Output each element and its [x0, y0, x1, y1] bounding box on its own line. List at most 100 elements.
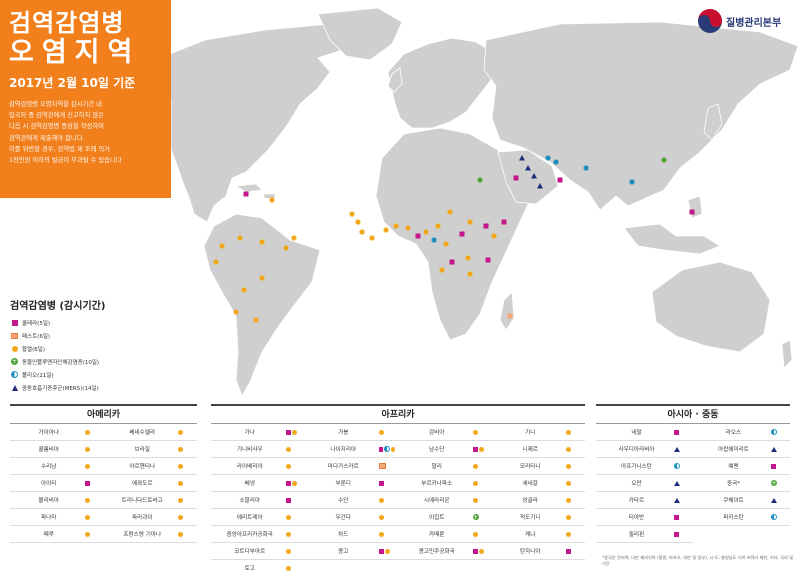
notice-line: 입국자 중 검역관에게 신고하지 않은	[9, 112, 104, 120]
country-cell: 적도기니	[491, 509, 585, 526]
plus-circle-icon: +	[771, 480, 777, 487]
country-name: 아랍에미리트	[718, 447, 749, 453]
country-name: 파키스탄	[723, 515, 744, 521]
yellow-fever-marker	[383, 227, 389, 233]
disease-symbols	[379, 480, 395, 486]
country-name: 가봉	[338, 430, 349, 436]
country-cell: 소말리아	[211, 492, 305, 509]
agency-name: 질병관리본부	[726, 17, 782, 29]
disease-symbols	[84, 497, 101, 503]
country-name: 파라과이	[131, 515, 153, 521]
circle-icon	[566, 531, 571, 537]
cholera-marker	[483, 223, 489, 229]
yellow-fever-marker	[447, 209, 453, 215]
yellow-fever-marker	[491, 233, 497, 239]
circle-icon	[84, 429, 90, 435]
country-name: 차드	[338, 532, 349, 538]
country-cell: 카타르	[596, 492, 693, 509]
yellow-fever-marker	[405, 225, 411, 231]
country-name: 예멘	[728, 464, 739, 470]
country-name: 콜롬비아	[38, 447, 60, 453]
country-cell: 브라질	[103, 441, 197, 458]
triangle-icon	[771, 446, 777, 452]
disease-symbols	[379, 497, 395, 503]
half-circle-icon	[384, 446, 390, 452]
circle-icon	[285, 565, 291, 571]
region-title: 아시아 · 중동	[596, 406, 790, 424]
country-name: 아르헨티나	[129, 464, 156, 470]
country-name: 쿠웨이트	[723, 498, 744, 504]
disease-symbols	[178, 463, 194, 469]
country-cell: 예멘	[693, 458, 790, 475]
polio-marker	[431, 237, 437, 243]
britain-landmass	[387, 67, 403, 93]
north-america-landmass	[149, 23, 351, 223]
country-cell: 콩고민주공화국	[398, 543, 492, 560]
circle-icon	[178, 429, 183, 435]
pest-marker	[507, 313, 513, 319]
country-cell: 가나	[211, 424, 305, 441]
yellow-fever-marker	[269, 197, 275, 203]
country-name: 프랑스령 기아나	[123, 532, 162, 538]
country-name: 티야반	[628, 515, 645, 521]
notice-line: 다음 시 검역감염병 증상을 작성하여	[9, 123, 104, 131]
cholera-marker	[501, 219, 507, 225]
country-name: 중국*	[726, 481, 741, 487]
yellow-fever-marker	[259, 275, 265, 281]
country-name: 라이베리아	[236, 464, 263, 470]
square-icon	[771, 463, 776, 469]
country-name: 시에라리온	[423, 498, 450, 504]
country-cell: 중국* +	[693, 475, 790, 492]
mers-marker	[531, 173, 537, 179]
yellow-fever-marker	[219, 243, 225, 249]
country-cell: 감비아	[398, 424, 492, 441]
country-cell: 부르키나파소	[398, 475, 492, 492]
country-name: 가나	[244, 430, 255, 436]
half-circle-icon	[771, 514, 777, 520]
country-cell: 모리타니	[491, 458, 585, 475]
triangle-icon	[674, 480, 680, 486]
cholera-marker	[689, 209, 695, 215]
circle-icon	[178, 497, 183, 503]
disease-symbols	[379, 531, 395, 537]
country-cell: 나이지리아	[304, 441, 398, 458]
world-map	[149, 7, 799, 397]
country-name: 감비아	[429, 430, 445, 436]
legend-heading: 검역감염병 (감시기간)	[10, 301, 106, 312]
country-cell: 시에라리온	[398, 492, 492, 509]
taegeuk-icon	[698, 9, 722, 33]
half-circle-icon	[771, 429, 777, 435]
circle-icon	[379, 497, 384, 503]
country-name: 오만	[631, 481, 642, 487]
country-name: 카타르	[628, 498, 645, 504]
country-cell: 세네갈	[491, 475, 585, 492]
footnote: *중국은 전지역, 다만 제외지역 (홍콩, 마카오, 대만 및 일부), 시·…	[602, 555, 794, 566]
country-cell: 에콰도르	[103, 475, 197, 492]
disease-symbols	[566, 429, 582, 435]
yellow-fever-marker	[253, 317, 259, 323]
country-name: 수단	[338, 498, 349, 504]
yellow-fever-marker	[393, 223, 399, 229]
country-cell: 아이티	[10, 475, 104, 492]
half-circle-icon	[674, 463, 680, 469]
country-cell: 베네수엘라	[103, 424, 197, 441]
mers-marker	[537, 183, 543, 189]
disease-symbols	[178, 531, 194, 537]
country-cell: 가이아나	[10, 424, 104, 441]
circle-icon	[84, 497, 90, 503]
square-icon	[566, 548, 571, 554]
country-name: 우간다	[335, 515, 351, 521]
disease-symbols	[771, 497, 787, 503]
country-name: 코트디부아르	[234, 549, 266, 555]
half-circle-icon	[10, 370, 19, 379]
country-name: 앙골라	[522, 498, 538, 504]
disease-symbols	[84, 514, 101, 520]
cholera-marker	[485, 257, 491, 263]
legend-item-yellow-fever: 황열(6일)	[10, 342, 160, 355]
country-cell: 케냐	[491, 526, 585, 543]
country-cell: 라이베리아	[211, 458, 305, 475]
circle-icon	[178, 480, 183, 486]
country-cell: 탄자니아	[491, 543, 585, 560]
country-cell: 말리	[398, 458, 492, 475]
yellow-fever-marker	[283, 245, 289, 251]
